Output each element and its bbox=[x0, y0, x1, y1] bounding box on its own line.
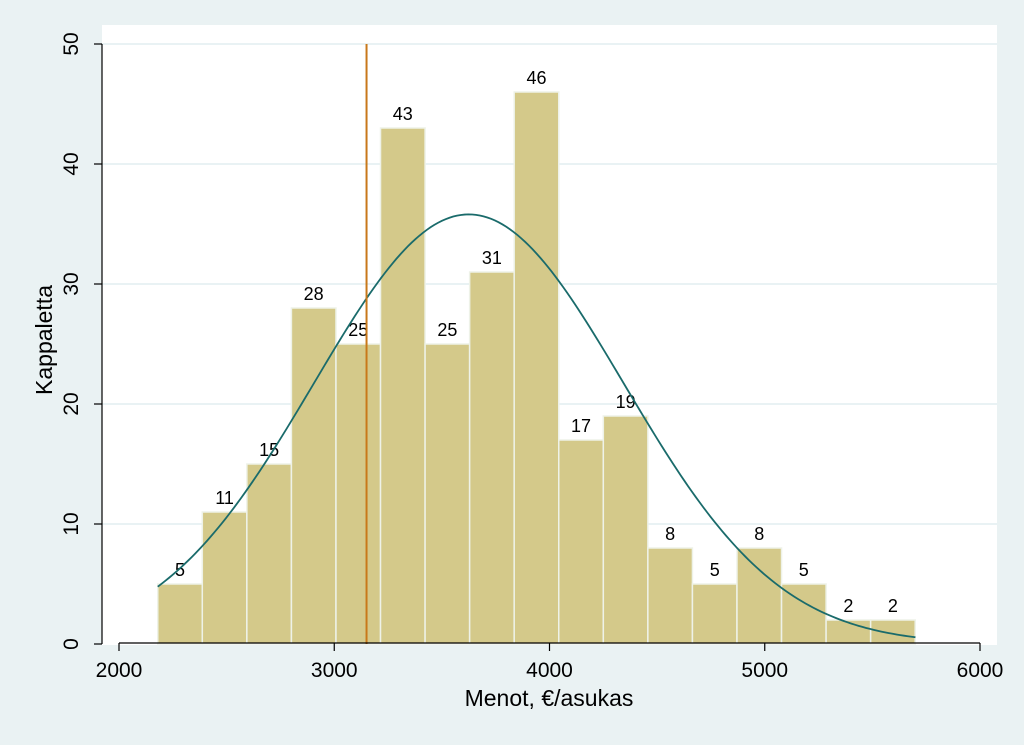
y-tick-label: 10 bbox=[60, 512, 83, 535]
y-tick-label: 30 bbox=[60, 272, 83, 295]
histogram-bar bbox=[736, 547, 783, 645]
bar-labels: 5 11 15 28 25 43 25 31 46 17 19 8 5 8 5 2 2 bbox=[175, 68, 898, 616]
bar-value-label: 19 bbox=[616, 392, 636, 412]
bar-value-label: 46 bbox=[526, 68, 546, 88]
histogram-bar bbox=[468, 271, 515, 645]
bar-value-label: 25 bbox=[348, 320, 368, 340]
histogram-bar bbox=[647, 547, 694, 645]
histogram-bar bbox=[201, 511, 248, 645]
bar-value-label: 5 bbox=[799, 560, 809, 580]
histogram-bar bbox=[335, 343, 382, 645]
bar-value-label: 11 bbox=[215, 488, 234, 508]
x-tick-label: 4000 bbox=[526, 659, 573, 682]
bar-value-label: 15 bbox=[259, 440, 279, 460]
bar-value-label: 31 bbox=[482, 248, 502, 268]
histogram-bar bbox=[825, 619, 872, 645]
histogram-bar bbox=[558, 439, 605, 645]
y-tick-label: 20 bbox=[60, 392, 83, 415]
x-axis-ticks: 2000 3000 4000 5000 6000 bbox=[96, 643, 1004, 682]
x-tick-label: 6000 bbox=[957, 659, 1004, 682]
histogram-bar bbox=[513, 91, 560, 645]
histogram-bar bbox=[246, 463, 293, 645]
x-tick-label: 2000 bbox=[96, 659, 143, 682]
x-tick-label: 3000 bbox=[311, 659, 358, 682]
y-axis-title: Kappaletta bbox=[31, 285, 57, 395]
bar-value-label: 28 bbox=[304, 284, 324, 304]
histogram-bar bbox=[424, 343, 471, 645]
x-tick-label: 5000 bbox=[741, 659, 788, 682]
histogram-bar bbox=[869, 619, 916, 645]
bar-value-label: 17 bbox=[571, 416, 591, 436]
bar-value-label: 5 bbox=[175, 560, 185, 580]
bar-value-label: 25 bbox=[437, 320, 457, 340]
normal-density-curve bbox=[157, 213, 916, 639]
bar-value-label: 2 bbox=[888, 596, 898, 616]
histogram-bar bbox=[602, 415, 649, 645]
bar-value-label: 2 bbox=[843, 596, 853, 616]
bar-value-label: 43 bbox=[393, 104, 413, 124]
y-axis-ticks: 0 10 20 30 40 50 bbox=[60, 32, 102, 650]
histogram-bar bbox=[379, 127, 426, 645]
x-axis-title: Menot, €/asukas bbox=[465, 685, 634, 711]
y-tick-label: 0 bbox=[60, 638, 83, 650]
bar-value-label: 8 bbox=[754, 524, 764, 544]
bar-value-label: 8 bbox=[665, 524, 675, 544]
bar-value-label: 5 bbox=[710, 560, 720, 580]
y-tick-label: 50 bbox=[60, 32, 83, 55]
y-tick-label: 40 bbox=[60, 152, 83, 175]
bars bbox=[156, 91, 916, 645]
histogram-bar bbox=[156, 583, 204, 645]
histogram-bar bbox=[691, 583, 738, 645]
